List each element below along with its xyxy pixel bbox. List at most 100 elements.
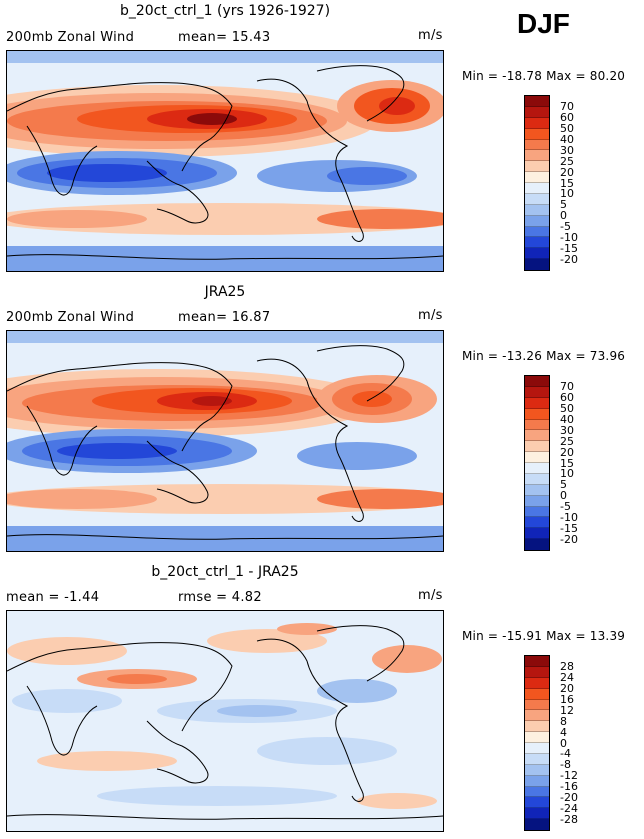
panel-unit: m/s <box>418 308 443 323</box>
colorbar-swatch <box>525 226 549 238</box>
diff-contour <box>97 786 337 806</box>
colorbar-swatch <box>525 386 549 398</box>
colorbar-swatch <box>525 441 549 453</box>
diff-contour <box>257 737 397 765</box>
colorbar-swatch <box>525 797 549 809</box>
colorbar-tick-label: 5 <box>560 478 567 492</box>
diff-contour <box>357 793 437 809</box>
colorbar-swatch <box>525 666 549 678</box>
westerly-contour <box>7 210 147 228</box>
colorbar-swatch <box>525 528 549 540</box>
colorbar-swatch <box>525 539 549 550</box>
colorbar-swatch <box>525 397 549 409</box>
colorbar-swatch <box>525 139 549 151</box>
jet-core <box>192 396 232 406</box>
colorbar-swatch <box>525 808 549 820</box>
colorbar-swatch <box>525 753 549 765</box>
colorbar-tick-label: -8 <box>560 758 571 772</box>
colorbar-swatch <box>525 517 549 529</box>
panel-left-text: 200mb Zonal Wind <box>6 310 135 325</box>
colorbar-swatch <box>525 96 549 107</box>
colorbar-tick-label: -15 <box>560 521 578 535</box>
colorbar-swatch <box>525 786 549 798</box>
colorbar-tick-label: 70 <box>560 380 574 394</box>
colorbar-swatch <box>525 430 549 442</box>
colorbar-tick-label: 60 <box>560 111 574 125</box>
colorbar-swatches <box>525 376 549 550</box>
colorbar-tick-label: -10 <box>560 510 578 524</box>
colorbar-tick-label: -20 <box>560 252 578 266</box>
colorbar-swatch <box>525 408 549 420</box>
diff-contour <box>37 751 177 771</box>
westerly-contour <box>7 489 157 509</box>
colorbar-swatch <box>525 656 549 667</box>
colorbar-tick-label: 20 <box>560 165 574 179</box>
diff-contour <box>317 679 397 703</box>
colorbar-tick-label: 15 <box>560 176 574 190</box>
colorbar-tick-label: 20 <box>560 445 574 459</box>
diff-contour <box>7 637 127 665</box>
colorbar-swatch <box>525 193 549 205</box>
colorbar-tick-label: 0 <box>560 209 567 223</box>
westerly-contour <box>317 489 443 509</box>
colorbar-swatch <box>525 710 549 722</box>
westerly-contour <box>317 209 443 229</box>
colorbar-swatch <box>525 161 549 173</box>
panel-title: b_20ct_ctrl_1 - JRA25 <box>151 564 299 580</box>
coastlines <box>7 345 443 540</box>
colorbar-swatch <box>525 721 549 733</box>
colorbar-swatch <box>525 183 549 194</box>
colorbar-tick-label: 20 <box>560 682 574 696</box>
colorbar-swatch <box>525 677 549 689</box>
panel-minmax: Min = -15.91 Max = 13.39 <box>462 629 626 643</box>
colorbar-swatches <box>525 656 549 830</box>
diff-contour <box>107 674 167 684</box>
colorbar-swatch <box>525 237 549 249</box>
wind-field-svg <box>7 51 443 271</box>
colorbar-swatch <box>525 204 549 216</box>
colorbar-tick-label: 10 <box>560 187 574 201</box>
colorbar-swatch <box>525 215 549 227</box>
colorbar-tick-label: -24 <box>560 801 578 815</box>
colorbar-tick-label: 50 <box>560 122 574 136</box>
colorbar-tick-label: 0 <box>560 736 567 750</box>
colorbar-swatch <box>525 699 549 711</box>
field-band <box>7 51 443 63</box>
colorbar-tick-label: 25 <box>560 434 574 448</box>
panel-title: b_20ct_ctrl_1 (yrs 1926-1927) <box>119 3 331 19</box>
colorbar-swatch <box>525 172 549 183</box>
colorbar-tick-label: 70 <box>560 100 574 114</box>
colorbar-tick-label: 4 <box>560 725 567 739</box>
diff-contour <box>372 645 442 673</box>
colorbar-tick-label: -10 <box>560 230 578 244</box>
colorbar-tick-label: 28 <box>560 660 574 674</box>
jet-contour <box>352 391 392 407</box>
colorbar-tick-label: -15 <box>560 241 578 255</box>
colorbar <box>524 655 550 831</box>
colorbar-tick-label: 8 <box>560 714 567 728</box>
colorbar-tick-label: 15 <box>560 456 574 470</box>
colorbar-tick-label: 30 <box>560 423 574 437</box>
colorbar-tick-label: 30 <box>560 143 574 157</box>
colorbar-swatch <box>525 764 549 776</box>
zonal-wind-map <box>6 330 444 552</box>
panel-left-text: 200mb Zonal Wind <box>6 30 135 45</box>
diff-contour <box>277 623 337 635</box>
colorbar-swatch <box>525 484 549 496</box>
colorbar-tick-label: -20 <box>560 790 578 804</box>
panel-mean-text: mean= 16.87 <box>178 310 271 325</box>
colorbar-swatch <box>525 106 549 118</box>
jet-contour <box>379 97 415 115</box>
colorbar-tick-label: 60 <box>560 391 574 405</box>
easterly-contour <box>297 442 417 470</box>
colorbar-tick-label: 5 <box>560 198 567 212</box>
colorbar-swatch <box>525 495 549 507</box>
colorbar-tick-label: -4 <box>560 747 571 761</box>
colorbar-tick-label: -5 <box>560 500 571 513</box>
panel-unit: m/s <box>418 588 443 603</box>
panel-unit: m/s <box>418 28 443 43</box>
colorbar-tick-label: 50 <box>560 402 574 416</box>
colorbar-tick-label: -28 <box>560 812 578 826</box>
colorbar-tick-label: 24 <box>560 671 574 685</box>
colorbar-swatch <box>525 473 549 485</box>
